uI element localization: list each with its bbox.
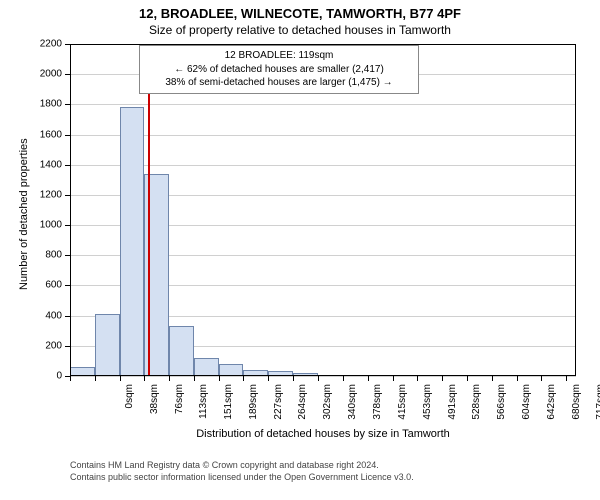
footer-line2: Contains public sector information licen… <box>70 472 414 482</box>
xtick <box>417 376 418 381</box>
ytick-label: 1400 <box>0 159 62 170</box>
ytick-label: 1800 <box>0 99 62 110</box>
xtick <box>70 376 71 381</box>
histogram-bar <box>120 107 144 376</box>
y-axis-line <box>70 44 71 376</box>
right-spine <box>575 44 576 376</box>
gridline-h <box>70 104 576 105</box>
xtick-label: 113sqm <box>198 384 209 434</box>
ytick-label: 1600 <box>0 129 62 140</box>
xtick <box>343 376 344 381</box>
gridline-h <box>70 376 576 377</box>
ytick-label: 400 <box>0 310 62 321</box>
ytick-label: 1000 <box>0 220 62 231</box>
xtick <box>293 376 294 381</box>
annotation-box: 12 BROADLEE: 119sqm← 62% of detached hou… <box>139 45 419 94</box>
y-axis-label: Number of detached properties <box>18 138 30 290</box>
xtick <box>268 376 269 381</box>
xtick <box>541 376 542 381</box>
histogram-bar <box>194 358 219 376</box>
xtick-label: 151sqm <box>223 384 234 434</box>
xtick <box>368 376 369 381</box>
xtick <box>492 376 493 381</box>
xtick-label: 302sqm <box>322 384 333 434</box>
xtick <box>243 376 244 381</box>
xtick-label: 0sqm <box>124 384 135 434</box>
xtick <box>467 376 468 381</box>
ytick-label: 2000 <box>0 69 62 80</box>
xtick <box>517 376 518 381</box>
annotation-line1: 12 BROADLEE: 119sqm <box>146 49 412 63</box>
xtick-label: 642sqm <box>546 384 557 434</box>
xtick <box>169 376 170 381</box>
plot-area <box>70 44 576 376</box>
xtick-label: 680sqm <box>571 384 582 434</box>
x-axis-label: Distribution of detached houses by size … <box>70 428 576 440</box>
chart-title-address: 12, BROADLEE, WILNECOTE, TAMWORTH, B77 4… <box>0 0 600 21</box>
xtick <box>95 376 96 381</box>
footer-line1: Contains HM Land Registry data © Crown c… <box>70 460 379 470</box>
xtick-label: 76sqm <box>174 384 185 434</box>
histogram-bar <box>95 314 120 376</box>
xtick-label: 189sqm <box>248 384 259 434</box>
gridline-h <box>70 165 576 166</box>
gridline-h <box>70 135 576 136</box>
xtick <box>120 376 121 381</box>
xtick <box>144 376 145 381</box>
xtick-label: 340sqm <box>347 384 358 434</box>
xtick <box>219 376 220 381</box>
xtick <box>442 376 443 381</box>
chart-title-subtitle: Size of property relative to detached ho… <box>0 21 600 37</box>
reference-line <box>148 44 150 376</box>
ytick-label: 800 <box>0 250 62 261</box>
xtick <box>194 376 195 381</box>
ytick-label: 1200 <box>0 189 62 200</box>
xtick-label: 38sqm <box>149 384 160 434</box>
xtick-label: 453sqm <box>422 384 433 434</box>
xtick-label: 717sqm <box>595 384 600 434</box>
annotation-line3: 38% of semi-detached houses are larger (… <box>146 76 412 90</box>
xtick <box>318 376 319 381</box>
histogram-bar <box>169 326 194 376</box>
x-axis-line <box>70 375 576 376</box>
ytick-label: 2200 <box>0 39 62 50</box>
ytick-label: 0 <box>0 371 62 382</box>
xtick-label: 415sqm <box>397 384 408 434</box>
xtick <box>566 376 567 381</box>
xtick-label: 264sqm <box>297 384 308 434</box>
xtick-label: 491sqm <box>447 384 458 434</box>
xtick <box>393 376 394 381</box>
xtick-label: 566sqm <box>496 384 507 434</box>
xtick-label: 227sqm <box>273 384 284 434</box>
xtick-label: 604sqm <box>521 384 532 434</box>
ytick-label: 600 <box>0 280 62 291</box>
annotation-line2: ← 62% of detached houses are smaller (2,… <box>146 63 412 77</box>
xtick-label: 378sqm <box>372 384 383 434</box>
xtick-label: 528sqm <box>471 384 482 434</box>
ytick-label: 200 <box>0 340 62 351</box>
